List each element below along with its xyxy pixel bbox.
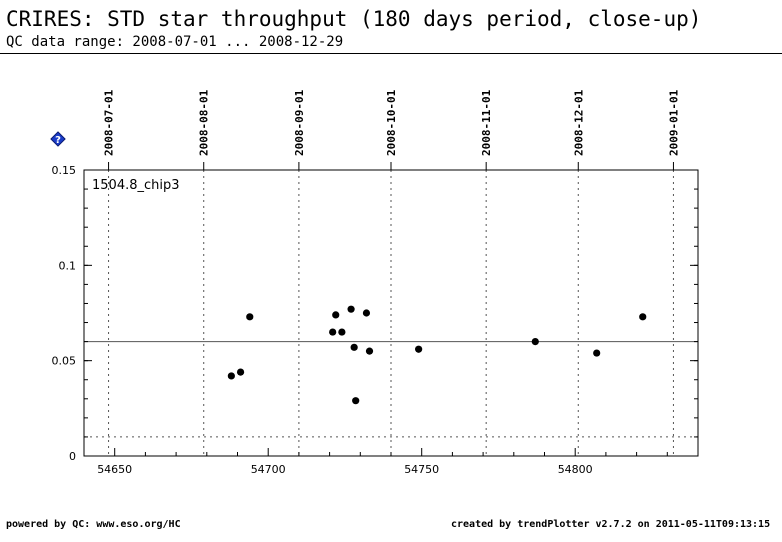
- data-point: [338, 328, 346, 336]
- data-point: [329, 328, 337, 336]
- page-subtitle: QC data range: 2008-07-01 ... 2008-12-29: [6, 34, 344, 50]
- data-point: [227, 372, 235, 380]
- top-date-label: 2009-01-01: [667, 89, 680, 156]
- top-date-label: 2008-08-01: [198, 89, 211, 156]
- y-tick-label: 0: [69, 450, 76, 463]
- data-point: [593, 349, 601, 357]
- chart-axes: 2008-07-01 2008-08-01 2008-09-01 2008-10-01…: [52, 89, 699, 476]
- chart-grid: [108, 170, 674, 456]
- data-point: [362, 309, 371, 317]
- top-date-label: 2008-09-01: [293, 89, 306, 156]
- data-point: [531, 338, 539, 346]
- data-point: [236, 368, 245, 376]
- x-tick-label: 54800: [558, 463, 593, 476]
- data-point: [365, 347, 374, 355]
- x-tick-label: 54650: [97, 463, 132, 476]
- header-divider: [0, 53, 782, 54]
- question-diamond-icon[interactable]: ?: [50, 131, 66, 147]
- x-tick-label: 54700: [251, 463, 286, 476]
- reference-lines: [84, 341, 698, 438]
- data-point: [246, 313, 254, 321]
- page-title: CRIRES: STD star throughput (180 days pe…: [6, 7, 702, 31]
- y-tick-label: 0.1: [59, 259, 77, 272]
- data-point: [347, 305, 355, 313]
- data-point: [639, 313, 647, 321]
- footer-powered-by: powered by QC: www.eso.org/HC: [6, 519, 181, 530]
- data-point: [350, 343, 358, 351]
- y-tick-label: 0.05: [52, 355, 77, 368]
- top-date-label: 2008-10-01: [385, 89, 398, 156]
- x-tick-label: 54750: [404, 463, 439, 476]
- top-date-label: 2008-11-01: [480, 89, 493, 156]
- data-point: [352, 397, 360, 405]
- panel-label: 1504.8_chip3: [92, 178, 180, 193]
- data-points: [227, 305, 647, 405]
- top-date-label: 2008-12-01: [572, 89, 585, 156]
- data-point: [332, 311, 340, 319]
- help-icon-glyph: ?: [55, 135, 61, 146]
- y-tick-label: 0.15: [52, 164, 77, 177]
- top-date-label: 2008-07-01: [103, 89, 116, 156]
- footer-created-by: created by trendPlotter v2.7.2 on 2011-0…: [451, 519, 771, 530]
- data-point: [415, 345, 423, 353]
